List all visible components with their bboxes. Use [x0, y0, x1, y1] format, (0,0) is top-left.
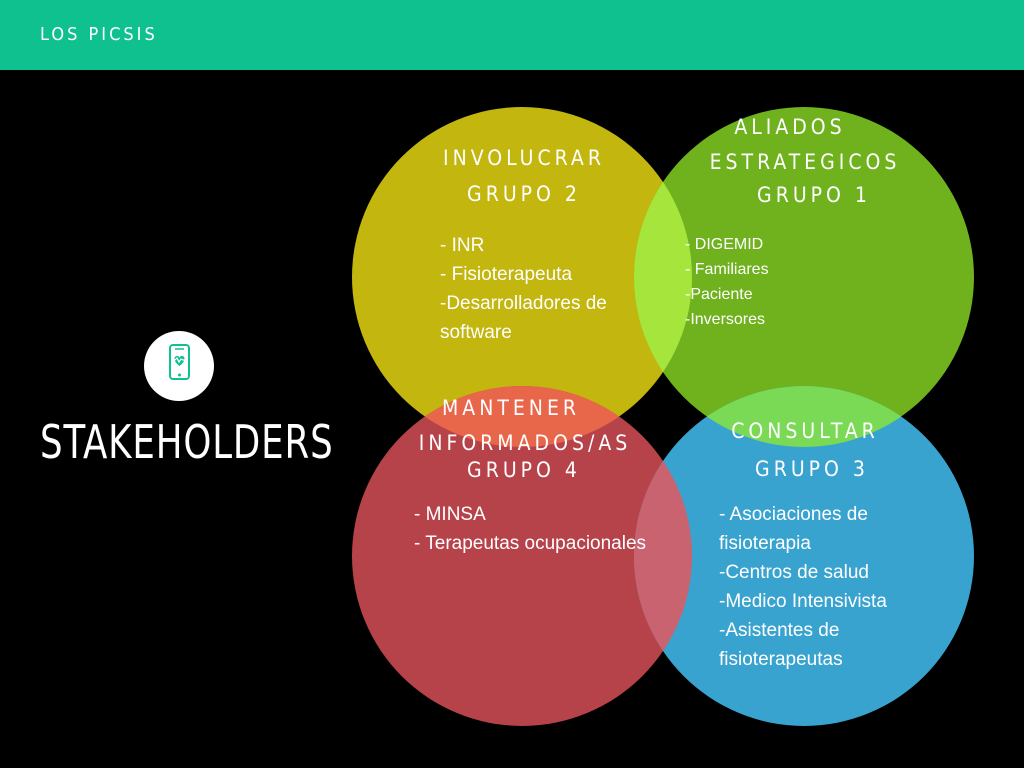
- list-item: -Inversores: [685, 311, 766, 328]
- grupo-3-subtitle: GRUPO 3: [755, 457, 869, 481]
- grupo-3-list: - Asociaciones de fisioterapia -Centros …: [719, 500, 887, 674]
- circle-grupo-3: [634, 386, 974, 726]
- grupo-4-subtitle: GRUPO 4: [467, 458, 581, 482]
- grupo-1-title-line2: ESTRATEGICOS: [709, 150, 901, 174]
- grupo-3-title: CONSULTAR: [731, 419, 879, 443]
- list-item: - Terapeutas ocupacionales: [414, 533, 647, 554]
- list-item: -Asistentes de: [719, 620, 840, 641]
- list-item: software: [440, 322, 512, 343]
- grupo-2-list: - INR - Fisioterapeuta -Desarrolladores …: [440, 231, 607, 347]
- list-item: fisioterapia: [719, 533, 811, 554]
- list-item: - MINSA: [414, 504, 486, 525]
- list-item: -Desarrolladores de: [440, 293, 607, 314]
- grupo-4-title-line1: MANTENER: [441, 396, 580, 420]
- list-item: -Centros de salud: [719, 562, 869, 583]
- grupo-2-subtitle: GRUPO 2: [467, 182, 581, 206]
- list-item: fisioterapeutas: [719, 649, 843, 670]
- header-bar: LOS PICSIS: [0, 0, 1024, 70]
- list-item: - DIGEMID: [685, 236, 764, 253]
- phone-heart-icon: [169, 344, 190, 380]
- circle-grupo-2: [352, 107, 692, 447]
- grupo-1-list: - DIGEMID - Familiares -Paciente -Invers…: [685, 232, 769, 332]
- grupo-4-list: - MINSA - Terapeutas ocupacionales: [414, 500, 646, 558]
- grupo-1-title-line1: ALIADOS: [734, 115, 846, 139]
- circle-grupo-4: [352, 386, 692, 726]
- grupo-2-title: INVOLUCRAR: [443, 146, 605, 170]
- grupo-1-subtitle: GRUPO 1: [757, 183, 871, 207]
- list-item: - Fisioterapeuta: [440, 264, 573, 285]
- brand-name: LOS PICSIS: [40, 24, 158, 45]
- grupo-4-title-line2: INFORMADOS/AS: [418, 431, 632, 455]
- list-item: - INR: [440, 235, 485, 256]
- page-title: STAKEHOLDERS: [40, 415, 334, 469]
- list-item: - Asociaciones de: [719, 504, 868, 525]
- list-item: -Medico Intensivista: [719, 591, 887, 612]
- circle-grupo-1: [634, 107, 974, 447]
- app-logo: [144, 331, 214, 401]
- list-item: -Paciente: [685, 286, 753, 303]
- list-item: - Familiares: [685, 261, 769, 278]
